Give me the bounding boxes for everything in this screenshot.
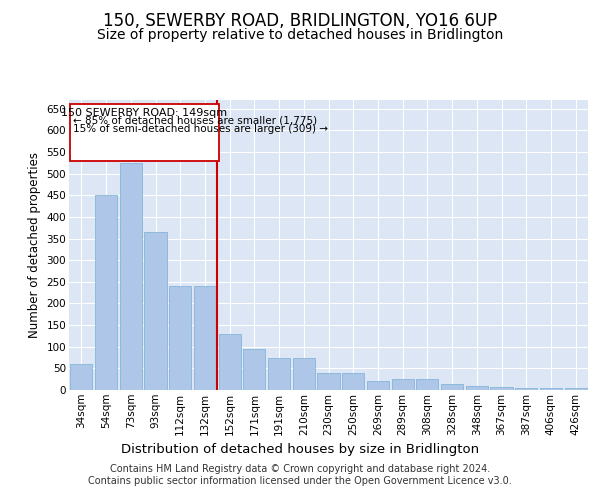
- Text: Size of property relative to detached houses in Bridlington: Size of property relative to detached ho…: [97, 28, 503, 42]
- Bar: [416, 379, 439, 390]
- Bar: [119, 163, 142, 390]
- Bar: [342, 372, 364, 390]
- Bar: [392, 379, 414, 390]
- Bar: [145, 232, 167, 390]
- FancyBboxPatch shape: [70, 104, 218, 160]
- Bar: [367, 382, 389, 390]
- Bar: [466, 386, 488, 390]
- Text: 150 SEWERBY ROAD: 149sqm: 150 SEWERBY ROAD: 149sqm: [61, 108, 227, 118]
- Bar: [218, 334, 241, 390]
- Bar: [293, 358, 315, 390]
- Text: Contains public sector information licensed under the Open Government Licence v3: Contains public sector information licen…: [88, 476, 512, 486]
- Bar: [441, 384, 463, 390]
- Text: Distribution of detached houses by size in Bridlington: Distribution of detached houses by size …: [121, 442, 479, 456]
- Bar: [70, 364, 92, 390]
- Text: Contains HM Land Registry data © Crown copyright and database right 2024.: Contains HM Land Registry data © Crown c…: [110, 464, 490, 474]
- Bar: [540, 388, 562, 390]
- Bar: [169, 286, 191, 390]
- Y-axis label: Number of detached properties: Number of detached properties: [28, 152, 41, 338]
- Text: 150, SEWERBY ROAD, BRIDLINGTON, YO16 6UP: 150, SEWERBY ROAD, BRIDLINGTON, YO16 6UP: [103, 12, 497, 30]
- Bar: [515, 388, 538, 390]
- Bar: [243, 349, 265, 390]
- Text: ← 85% of detached houses are smaller (1,775): ← 85% of detached houses are smaller (1,…: [73, 115, 317, 125]
- Text: 15% of semi-detached houses are larger (309) →: 15% of semi-detached houses are larger (…: [73, 124, 328, 134]
- Bar: [268, 358, 290, 390]
- Bar: [317, 372, 340, 390]
- Bar: [565, 388, 587, 390]
- Bar: [194, 286, 216, 390]
- Bar: [490, 386, 512, 390]
- Bar: [95, 195, 117, 390]
